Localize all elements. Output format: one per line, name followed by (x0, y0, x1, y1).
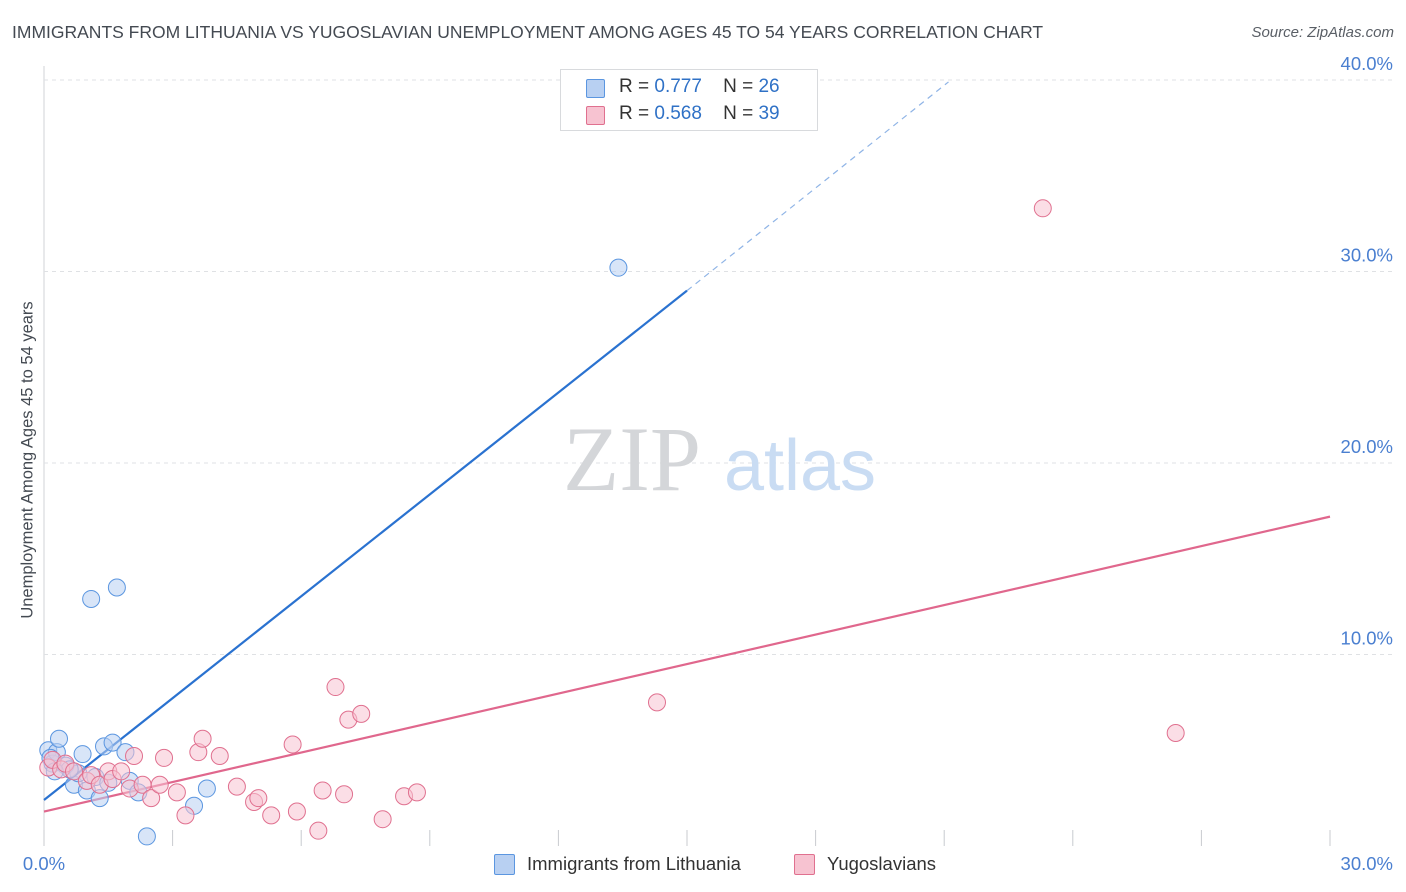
point-yugoslavians (647, 693, 666, 712)
n-value-lithuania: 26 (758, 76, 780, 97)
point-lithuania (197, 779, 216, 798)
y-axis-label-wrap: Unemployment Among Ages 45 to 54 years (8, 270, 48, 650)
r-value-lithuania: 0.777 (654, 76, 702, 97)
point-yugoslavians (287, 802, 306, 821)
legend-label-yugoslavians: Yugoslavians (827, 853, 937, 874)
y-tick-labels: 10.0% 20.0% 30.0% 40.0% (1341, 53, 1393, 649)
legend-swatch-lithuania (586, 79, 605, 98)
source-credit: Source: ZipAtlas.com (1251, 24, 1394, 41)
y-tick-label: 20.0% (1341, 436, 1393, 457)
y-axis-label: Unemployment Among Ages 45 to 54 years (18, 301, 37, 619)
point-yugoslavians (167, 783, 186, 802)
point-lithuania (103, 733, 122, 752)
chart-title: IMMIGRANTS FROM LITHUANIA VS YUGOSLAVIAN… (12, 22, 1044, 42)
point-lithuania (609, 258, 628, 277)
watermark-atlas: atlas (724, 426, 876, 506)
x-tick-label-min: 0.0% (23, 853, 65, 874)
n-label: N = (723, 103, 754, 124)
point-yugoslavians (142, 789, 161, 808)
point-yugoslavians (112, 762, 131, 781)
point-lithuania (107, 578, 126, 597)
point-yugoslavians (210, 746, 229, 765)
trend-lines (43, 81, 1331, 813)
x-axis-ticks (43, 830, 1331, 846)
point-yugoslavians (309, 821, 328, 840)
point-lithuania (137, 827, 156, 846)
r-label: R = (619, 103, 650, 124)
r-label: R = (619, 76, 650, 97)
y-tick-label: 40.0% (1341, 53, 1393, 74)
trend-line-yugoslavians (43, 515, 1331, 813)
point-yugoslavians (176, 806, 195, 825)
point-yugoslavians (1033, 199, 1052, 218)
trend-line-lithuania-extension (686, 81, 949, 292)
grid-lines (43, 66, 1392, 846)
n-label: N = (723, 76, 754, 97)
data-points (39, 199, 1185, 846)
point-yugoslavians (65, 762, 84, 781)
point-yugoslavians (262, 806, 281, 825)
y-tick-label: 30.0% (1341, 245, 1393, 266)
watermark: ZIP atlas (563, 408, 876, 510)
watermark-zip: ZIP (563, 408, 701, 510)
legend-swatch-yugoslavians (586, 106, 605, 125)
point-yugoslavians (125, 746, 144, 765)
point-yugoslavians (335, 785, 354, 804)
r-value-yugoslavians: 0.568 (654, 103, 702, 124)
point-yugoslavians (373, 810, 392, 829)
point-lithuania (82, 589, 101, 608)
point-yugoslavians (407, 783, 426, 802)
legend-swatch-lithuania-bottom (494, 854, 515, 875)
legend-swatch-yugoslavians-bottom (794, 854, 815, 875)
point-yugoslavians (313, 781, 332, 800)
trend-line-lithuania (43, 289, 688, 801)
point-yugoslavians (155, 748, 174, 767)
point-yugoslavians (150, 775, 169, 794)
point-yugoslavians (249, 789, 268, 808)
point-yugoslavians (227, 777, 246, 796)
x-tick-label-max: 30.0% (1341, 853, 1393, 874)
y-tick-label: 10.0% (1341, 628, 1393, 649)
point-yugoslavians (1166, 724, 1185, 743)
n-value-yugoslavians: 39 (758, 103, 780, 124)
point-yugoslavians (326, 678, 345, 697)
x-tick-labels: 0.0% 30.0% (23, 853, 1393, 874)
point-yugoslavians (283, 735, 302, 754)
legend-label-lithuania: Immigrants from Lithuania (527, 853, 741, 874)
point-lithuania (50, 729, 69, 748)
point-lithuania (73, 745, 92, 764)
point-yugoslavians (193, 729, 212, 748)
legend-stats: R = 0.777 N = 26 R = 0.568 N = 39 (560, 69, 818, 131)
point-yugoslavians (352, 704, 371, 723)
